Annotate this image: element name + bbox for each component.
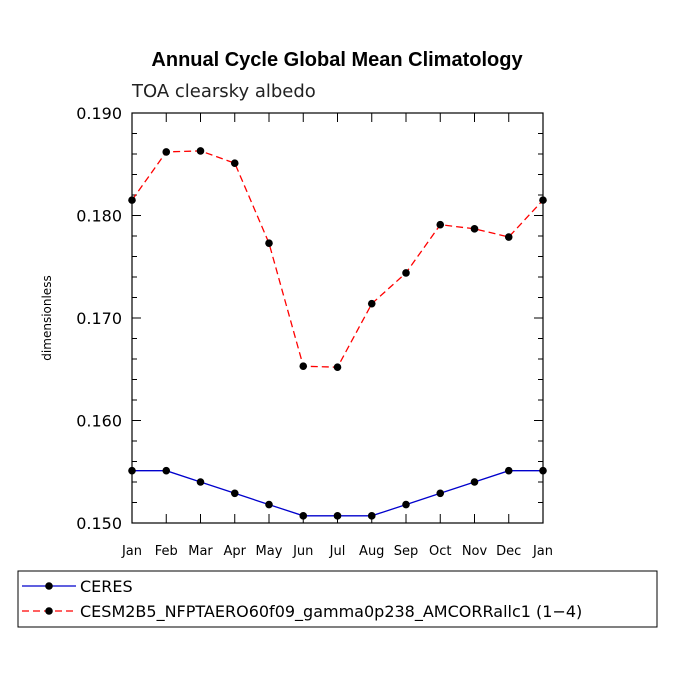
y-tick-label: 0.180 bbox=[76, 207, 122, 226]
plot-frame bbox=[131, 112, 544, 524]
x-tick-label: Dec bbox=[496, 544, 521, 559]
legend-label: CERES bbox=[80, 577, 133, 596]
legend-box bbox=[17, 570, 658, 628]
data-point bbox=[333, 363, 342, 372]
data-point bbox=[539, 466, 547, 475]
x-tick-label: Apr bbox=[224, 544, 247, 559]
series-line bbox=[131, 150, 544, 368]
axis-ticks: 0.150 0.160 0.170 0.180 0.190 Jan Feb Mar Apr May… bbox=[76, 104, 553, 559]
data-point bbox=[367, 299, 376, 308]
data-point bbox=[299, 512, 308, 520]
data-point bbox=[504, 466, 513, 475]
x-tick-label: Jun bbox=[292, 544, 313, 559]
data-point bbox=[265, 239, 273, 247]
x-tick-label: Feb bbox=[155, 544, 178, 559]
data-point bbox=[470, 225, 479, 233]
data-point bbox=[128, 466, 136, 475]
data-point bbox=[504, 233, 513, 241]
x-tick-label: Jul bbox=[329, 544, 346, 559]
x-tick-label: Jan bbox=[532, 544, 553, 559]
chart-subtitle: TOA clearsky albedo bbox=[131, 81, 316, 102]
data-point bbox=[436, 489, 445, 498]
legend: CERES CESM2B5_NFPTAERO60f09_gamma0p238_AM… bbox=[22, 577, 582, 622]
data-point bbox=[230, 159, 239, 168]
data-point bbox=[230, 489, 239, 498]
data-point bbox=[162, 148, 171, 156]
x-tick-label: May bbox=[256, 544, 283, 559]
data-point bbox=[162, 466, 171, 475]
legend-marker bbox=[45, 582, 53, 590]
data-point bbox=[402, 500, 410, 509]
series-layer bbox=[128, 147, 547, 520]
x-tick-label: Sep bbox=[394, 544, 419, 559]
data-point bbox=[265, 500, 273, 509]
data-point bbox=[402, 269, 410, 277]
y-tick-label: 0.170 bbox=[76, 309, 122, 328]
data-point bbox=[196, 478, 205, 486]
y-tick-label: 0.160 bbox=[76, 412, 122, 431]
x-tick-label: Nov bbox=[462, 544, 488, 559]
y-tick-label: 0.150 bbox=[76, 514, 122, 533]
data-point bbox=[299, 362, 308, 370]
data-point bbox=[196, 147, 205, 155]
data-point bbox=[436, 220, 445, 229]
data-point bbox=[128, 196, 136, 204]
chart-title: Annual Cycle Global Mean Climatology bbox=[151, 49, 523, 71]
x-tick-label: Jan bbox=[121, 544, 142, 559]
data-point bbox=[539, 196, 547, 204]
y-axis-label: dimensionless bbox=[40, 275, 54, 360]
data-point bbox=[470, 478, 479, 486]
x-tick-label: Mar bbox=[188, 544, 213, 559]
legend-marker bbox=[45, 607, 53, 615]
data-point bbox=[333, 512, 342, 520]
series-line bbox=[132, 470, 543, 517]
legend-label: CESM2B5_NFPTAERO60f09_gamma0p238_AMCORRa… bbox=[80, 602, 582, 622]
data-point bbox=[367, 512, 376, 520]
x-tick-label: Aug bbox=[359, 544, 384, 559]
y-tick-label: 0.190 bbox=[76, 104, 122, 123]
x-tick-label: Oct bbox=[429, 544, 451, 559]
